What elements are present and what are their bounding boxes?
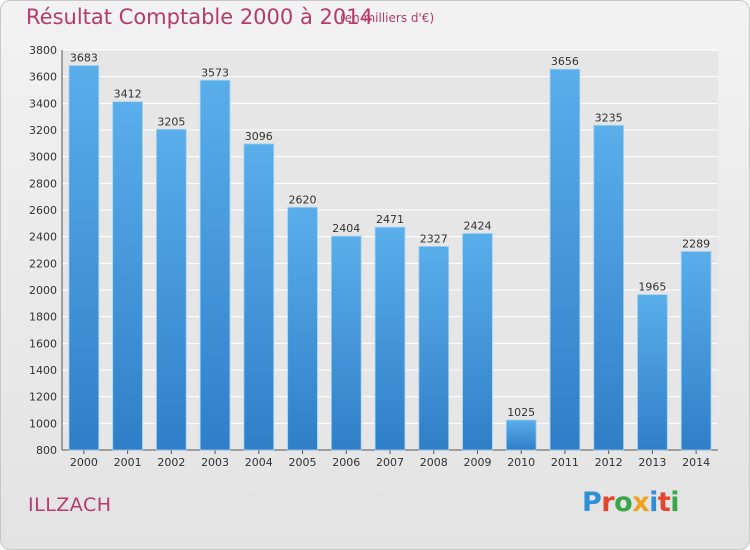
- data-label: 2620: [289, 193, 317, 206]
- x-tick-label: 2013: [638, 456, 666, 469]
- bar: [593, 124, 624, 451]
- x-tick-label: 2005: [289, 456, 317, 469]
- y-tick-label: 3000: [29, 151, 57, 164]
- bar: [374, 226, 406, 451]
- bar: [199, 79, 231, 451]
- y-tick-label: 2200: [29, 257, 57, 270]
- data-label: 3235: [595, 111, 623, 124]
- data-label: 3573: [201, 66, 229, 79]
- logo-letter: x: [632, 487, 650, 518]
- x-tick-label: 2000: [70, 456, 98, 469]
- bar: [330, 235, 362, 451]
- y-tick-label: 3200: [29, 124, 57, 137]
- y-tick-label: 2400: [29, 231, 57, 244]
- bar: [549, 68, 581, 451]
- bar: [112, 101, 143, 451]
- logo-letter: i: [649, 487, 658, 518]
- y-tick-label: 3800: [29, 44, 57, 57]
- bar: [418, 245, 450, 451]
- bar: [243, 143, 275, 451]
- x-tick-label: 2011: [551, 456, 579, 469]
- data-label: 1025: [507, 406, 535, 419]
- x-tick-label: 2009: [463, 456, 491, 469]
- y-tick-label: 2800: [29, 177, 57, 190]
- x-tick-label: 2008: [420, 456, 448, 469]
- y-tick-label: 1200: [29, 391, 57, 404]
- y-tick-label: 1400: [29, 364, 57, 377]
- chart-subtitle: (en milliers d'€): [340, 11, 435, 25]
- bar: [287, 206, 318, 451]
- bar: [156, 128, 187, 451]
- bar: [462, 233, 493, 451]
- data-label: 3412: [114, 88, 142, 101]
- y-tick-label: 2000: [29, 284, 57, 297]
- bar: [505, 419, 537, 451]
- y-tick-label: 1000: [29, 417, 57, 430]
- y-tick-label: 2600: [29, 204, 57, 217]
- x-tick-label: 2010: [507, 456, 535, 469]
- data-label: 2424: [463, 219, 491, 232]
- proxiti-logo: Proxiti: [582, 487, 680, 518]
- bar: [637, 294, 668, 451]
- y-tick-label: 3400: [29, 97, 57, 110]
- logo-letter: r: [601, 487, 615, 518]
- bar: [68, 65, 100, 451]
- x-tick-label: 2004: [245, 456, 273, 469]
- logo-letter: o: [614, 487, 633, 518]
- y-tick-labels: 800 1000 1200 1400 1600 1800 2000 2200 2400 2600 2…: [29, 44, 57, 457]
- logo-letter: i: [670, 487, 680, 518]
- y-tick-label: 1800: [29, 311, 57, 324]
- commune-name: ILLZACH: [28, 494, 112, 516]
- x-tick-labels: 2000 2001 2002 2003 2004 2005 2006 2007 2008 2009…: [70, 456, 710, 469]
- x-tick-label: 2002: [157, 456, 185, 469]
- data-label: 1965: [638, 281, 666, 294]
- data-labels: 3683 3412 3205 3573 3096 2620 2404 2471 2327 2424…: [70, 52, 710, 419]
- x-tick-label: 2006: [332, 456, 360, 469]
- x-tick-label: 2003: [201, 456, 229, 469]
- logo-letter: t: [657, 487, 671, 518]
- y-tick-label: 3600: [29, 71, 57, 84]
- x-tick-label: 2007: [376, 456, 404, 469]
- x-tick-label: 2014: [682, 456, 710, 469]
- logo-letter: P: [582, 487, 602, 518]
- y-tick-label: 1600: [29, 337, 57, 350]
- bar: [680, 251, 712, 451]
- data-label: 2404: [332, 222, 360, 235]
- chart-title: Résultat Comptable 2000 à 2014: [26, 5, 373, 29]
- data-label: 3683: [70, 52, 98, 65]
- data-label: 3205: [157, 115, 185, 128]
- data-label: 2327: [420, 232, 448, 245]
- data-label: 3096: [245, 130, 273, 143]
- x-tick-label: 2001: [114, 456, 142, 469]
- data-label: 2289: [682, 237, 710, 250]
- x-tick-label: 2012: [595, 456, 623, 469]
- y-tick-label: 800: [36, 444, 57, 457]
- data-label: 3656: [551, 55, 579, 68]
- data-label: 2471: [376, 213, 404, 226]
- bars: [68, 65, 712, 451]
